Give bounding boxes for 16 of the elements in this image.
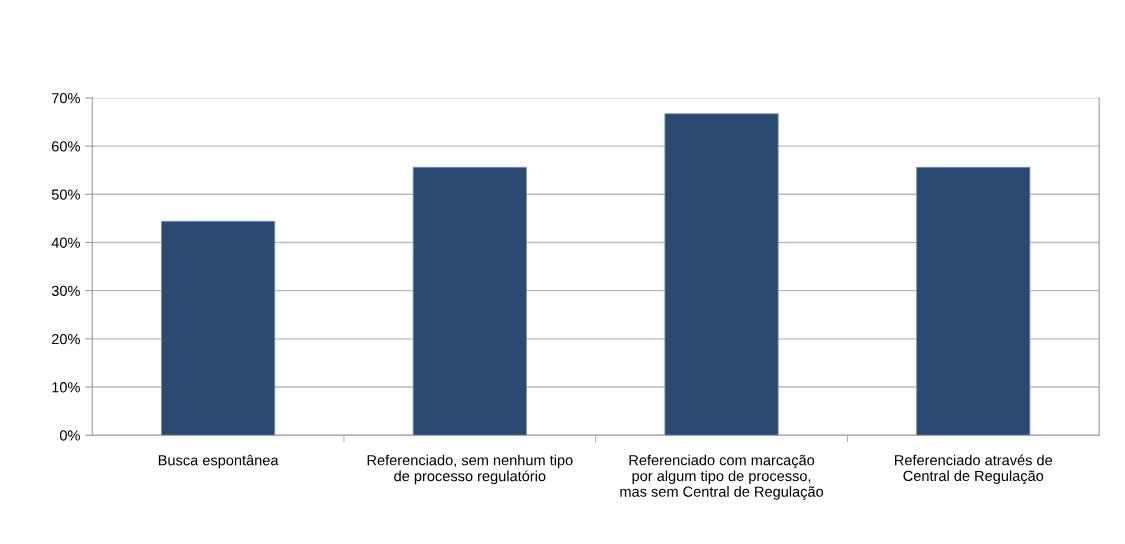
y-tick-label: 20% — [51, 333, 80, 345]
x-tick-label: Busca espontânea — [158, 454, 279, 469]
x-tick-label: Referenciado com marcação por algum tipo de processo, mas sem Central de Regulação — [620, 454, 824, 500]
x-tick-label: Referenciado através de Central de Regulação — [895, 454, 1053, 485]
y-tick-label: 50% — [51, 189, 80, 200]
bar — [161, 220, 276, 436]
bar — [916, 166, 1031, 436]
x-tick-label: Referenciado, sem nenhum tipo de processo regulatório — [367, 454, 573, 485]
y-tick-label: 60% — [52, 141, 80, 152]
y-tick-label: 40% — [51, 237, 80, 248]
y-tick-label: 30% — [51, 285, 80, 297]
bar — [412, 166, 527, 436]
bar — [664, 113, 779, 436]
y-tick-label: 0% — [59, 430, 80, 441]
y-tick-label: 70% — [52, 93, 80, 104]
y-tick-label: 10% — [52, 382, 80, 393]
